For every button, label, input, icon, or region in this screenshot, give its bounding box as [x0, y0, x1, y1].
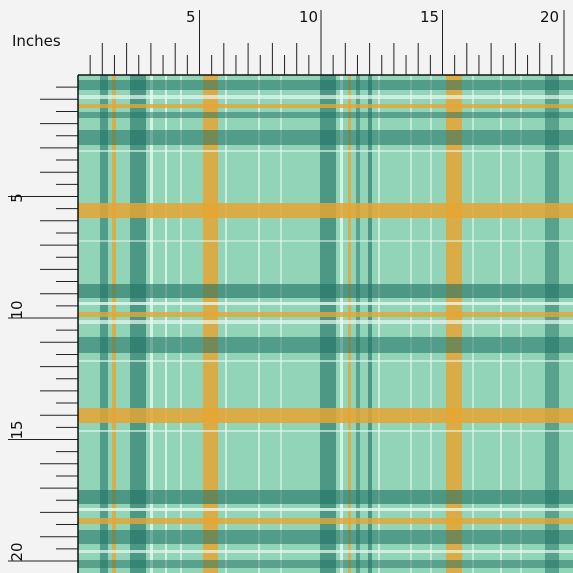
horizontal-stripe — [78, 312, 573, 317]
horizontal-stripe — [78, 240, 573, 242]
fabric — [78, 75, 573, 573]
horizontal-stripe — [78, 320, 573, 324]
horizontal-stripe — [78, 284, 573, 298]
top-label: 20 — [540, 8, 559, 26]
left-label: 15 — [8, 420, 26, 439]
unit-label: Inches — [12, 32, 61, 50]
horizontal-stripe — [78, 112, 573, 118]
horizontal-stripe — [78, 95, 573, 99]
horizontal-stripe — [78, 337, 573, 353]
ruler-ticks — [8, 10, 565, 562]
horizontal-stripe — [78, 518, 573, 524]
horizontal-stripe — [78, 408, 573, 423]
horizontal-stripe — [78, 430, 573, 432]
left-label: 5 — [8, 193, 26, 203]
left-label: 10 — [8, 300, 26, 319]
horizontal-stripe — [78, 560, 573, 568]
top-label: 5 — [186, 8, 196, 26]
top-label: 15 — [420, 8, 439, 26]
horizontal-stripe — [78, 490, 573, 504]
horizontal-stripe — [78, 203, 573, 218]
horizontal-stripe — [78, 360, 573, 362]
top-label: 10 — [299, 8, 318, 26]
horizontal-stripe — [78, 80, 573, 90]
horizontal-stripe — [78, 550, 573, 553]
horizontal-stripe — [78, 508, 573, 511]
horizontal-stripe — [78, 530, 573, 544]
horizontal-stripe — [78, 104, 573, 108]
horizontal-stripe — [78, 150, 573, 152]
horizontal-stripe — [78, 302, 573, 305]
horizontal-stripe — [78, 130, 573, 145]
left-label: 20 — [8, 542, 26, 561]
